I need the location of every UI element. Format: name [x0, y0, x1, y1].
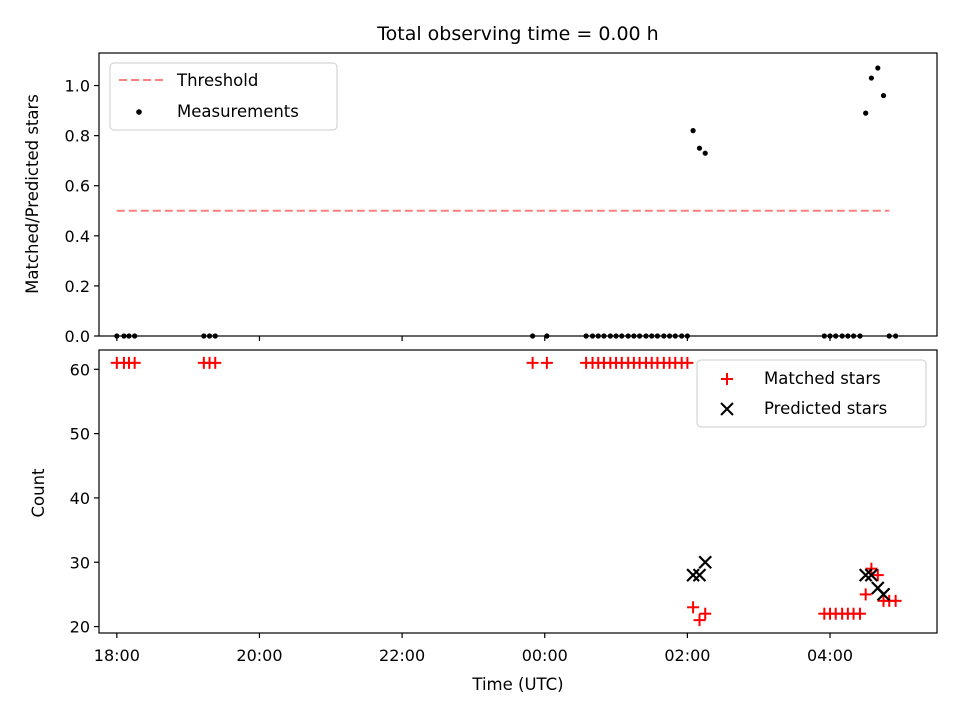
measurement-point [696, 145, 703, 151]
bottom-panel: 20 30 40 50 60 18:00 20:00 22:00 00:00 02:00 04:0… [29, 349, 938, 694]
top-y-axis: 0.0 0.2 0.4 0.6 0.8 1.0 [65, 77, 99, 346]
y-tick-label: 60 [70, 360, 90, 379]
matched-star-point [128, 356, 141, 369]
y-tick-label: 40 [70, 489, 90, 508]
bottom-legend: Matched stars Predicted stars [696, 359, 927, 428]
x-axis-label: Time (UTC) [471, 675, 563, 694]
legend-matched-swatch [721, 373, 733, 385]
y-tick-label: 0.0 [65, 327, 90, 346]
measurement-point [868, 75, 874, 81]
predicted-star-marker-b [692, 568, 707, 582]
y-tick-label: 20 [70, 618, 90, 637]
predicted-star-marker-b [876, 587, 891, 602]
legend-predicted-swatch [720, 402, 734, 416]
measurement-point [863, 110, 869, 116]
bottom-legend-box [696, 359, 927, 428]
legend-threshold-label: Threshold [176, 71, 258, 90]
bottom-axes-frame [98, 349, 938, 634]
measurement-point [702, 150, 708, 156]
predicted-star-marker-b [686, 568, 700, 582]
matched-star-point [871, 569, 884, 582]
legend-matched-label: Matched stars [764, 369, 881, 388]
measurement-point [880, 92, 887, 99]
y-tick-label: 0.4 [65, 227, 90, 246]
predicted-star-marker-b [858, 568, 873, 582]
measurement-point [690, 128, 696, 134]
x-tick-label: 20:00 [236, 646, 282, 665]
matched-star-point [681, 356, 694, 369]
matched-star-point [853, 607, 866, 620]
bottom-x-axis: 18:00 20:00 22:00 00:00 02:00 04:00 [94, 633, 853, 665]
top-x-axis [116, 336, 831, 341]
matched-star-point [687, 601, 700, 614]
bottom-plot-area [110, 356, 902, 627]
chart-title: Total observing time = 0.00 h [376, 23, 658, 45]
x-tick-label: 00:00 [522, 646, 568, 665]
y-tick-label: 1.0 [65, 77, 90, 96]
top-y-axis-label: Matched/Predicted stars [23, 94, 42, 294]
predicted-star-point [858, 568, 873, 582]
predicted-star-point [686, 568, 700, 582]
top-axes-frame [98, 52, 938, 337]
y-tick-label: 50 [70, 425, 90, 444]
top-legend-box [109, 62, 338, 131]
matched-star-point [693, 614, 706, 627]
predicted-star-point [876, 587, 891, 602]
predicted-star-point [698, 555, 712, 570]
y-tick-label: 0.8 [65, 127, 90, 146]
matched-star-point [540, 356, 553, 369]
matched-star-point [526, 356, 539, 369]
x-tick-label: 02:00 [664, 646, 710, 665]
top-legend: Threshold Measurements [109, 62, 338, 131]
measurement-point [875, 65, 881, 71]
matched-star-point [859, 588, 872, 601]
predicted-star-point [864, 568, 879, 582]
x-tick-label: 22:00 [379, 646, 425, 665]
predicted-star-marker-b [698, 555, 712, 570]
bottom-y-axis-label: Count [29, 468, 48, 518]
y-tick-label: 0.2 [65, 277, 90, 296]
matched-star-point [865, 562, 878, 575]
top-panel: 0.0 0.2 0.4 0.6 0.8 1.0 Matched/Predicted sta… [23, 52, 938, 346]
y-tick-label: 0.6 [65, 177, 90, 196]
predicted-star-point [692, 568, 707, 582]
predicted-star-marker-b [864, 568, 879, 582]
legend-measurements-label: Measurements [177, 102, 299, 121]
matched-star-point [889, 594, 902, 607]
x-tick-label: 04:00 [807, 646, 853, 665]
x-tick-label: 18:00 [94, 646, 140, 665]
y-tick-label: 30 [70, 553, 90, 572]
bottom-y-axis: 20 30 40 50 60 [70, 360, 99, 637]
matched-star-point [209, 356, 222, 369]
legend-measurements-swatch [136, 109, 142, 115]
legend-predicted-label: Predicted stars [764, 399, 887, 418]
matched-star-point [699, 607, 712, 620]
predicted-star-marker-b [871, 581, 885, 595]
